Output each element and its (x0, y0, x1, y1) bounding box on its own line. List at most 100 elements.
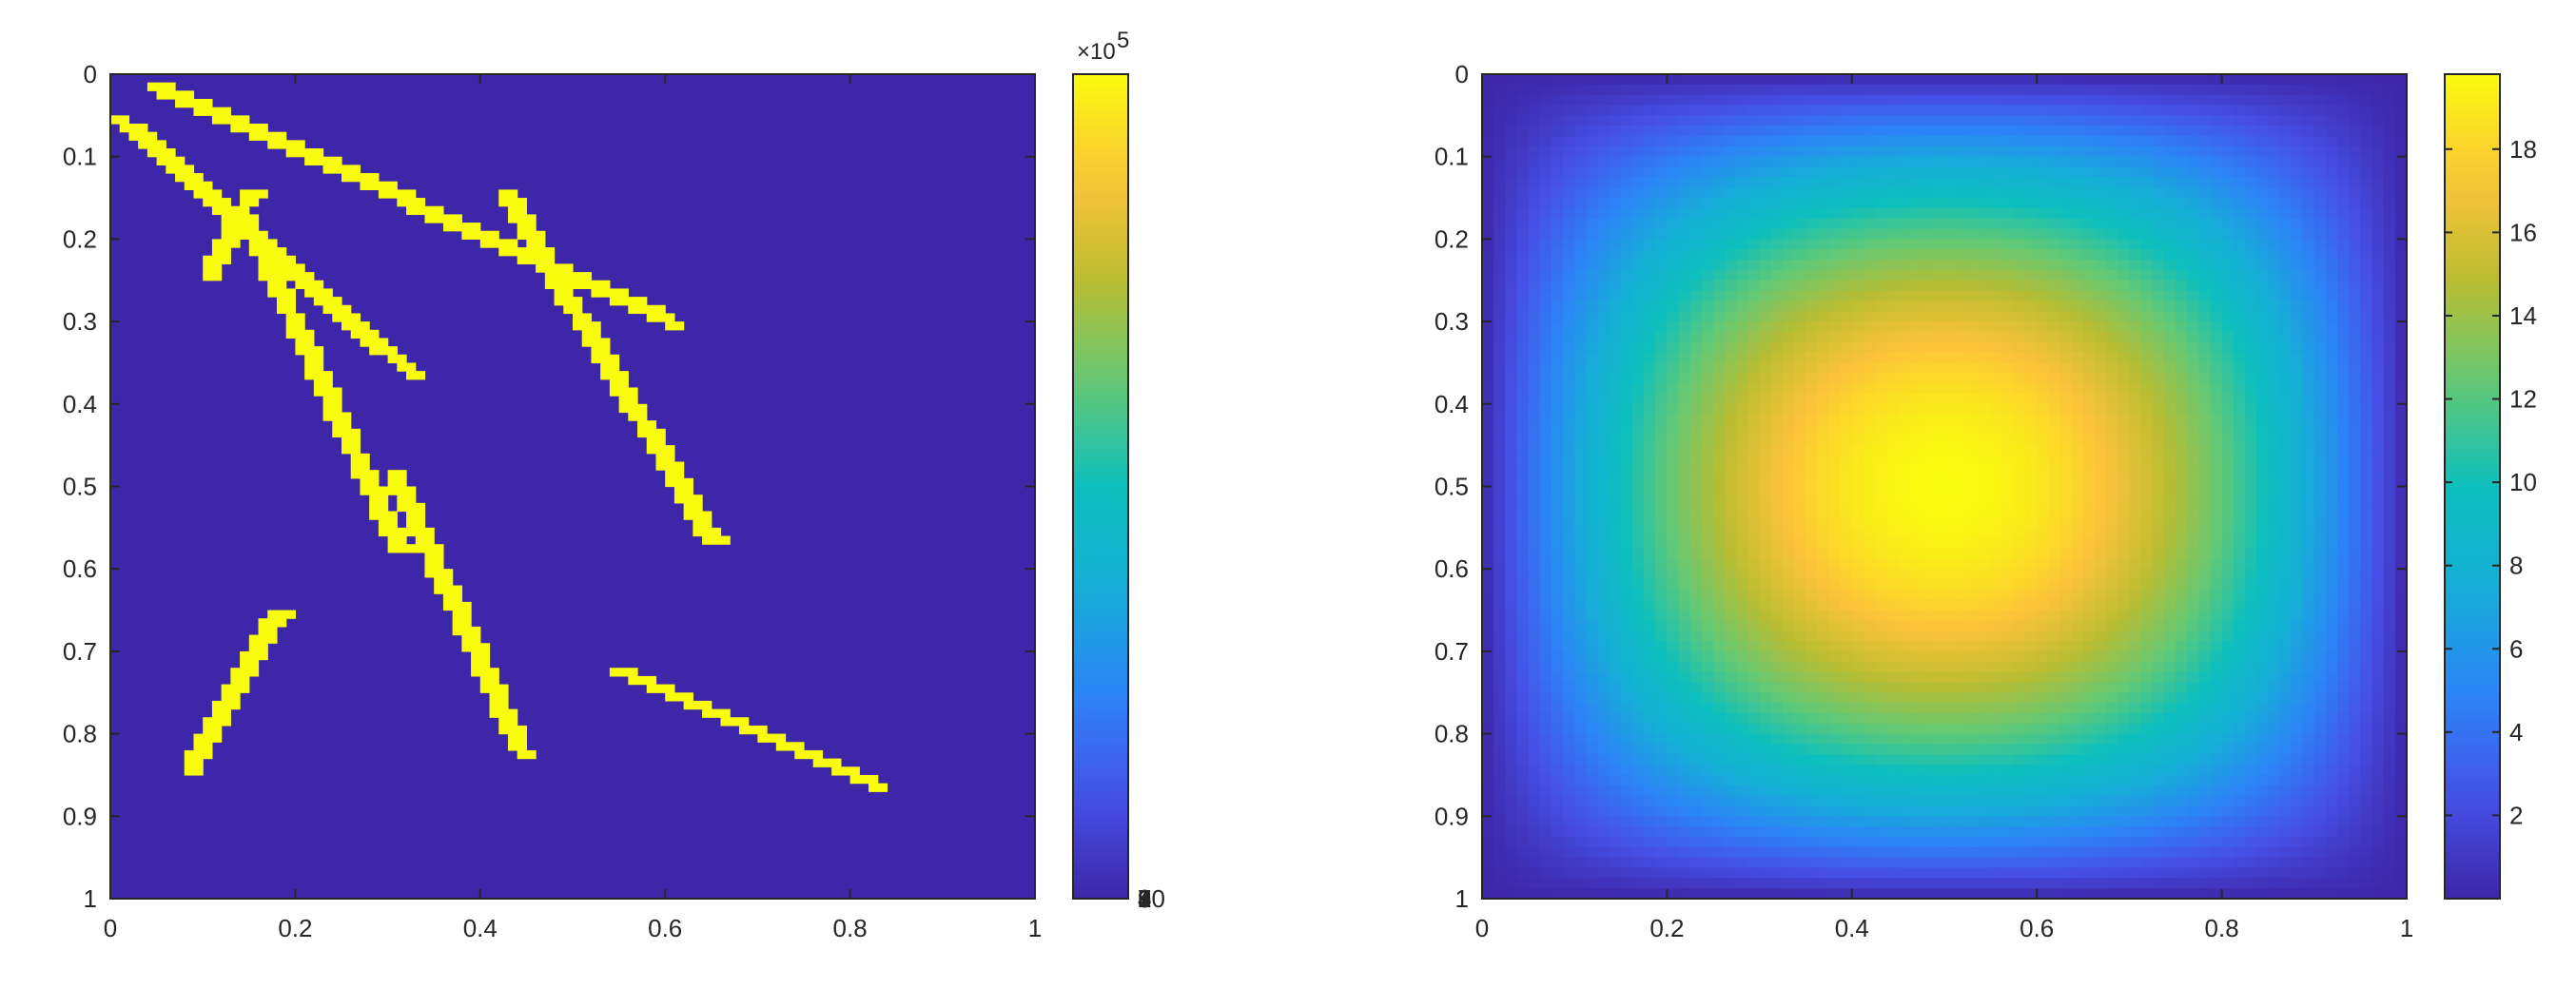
field-cell (1967, 589, 1981, 601)
field-cell (1851, 445, 1864, 456)
field-cell (2082, 166, 2096, 178)
field-cell (1528, 166, 1541, 178)
field-cell (1736, 136, 1749, 147)
field-cell (1921, 383, 1934, 395)
field-cell (1516, 74, 1530, 86)
field-cell (2302, 465, 2315, 477)
field-cell (1620, 352, 1633, 364)
field-cell (1747, 156, 1761, 168)
field-cell (1678, 455, 1691, 467)
field-cell (2279, 579, 2293, 591)
field-cell (1828, 331, 1842, 343)
field-cell (1631, 321, 1645, 333)
field-cell (1528, 187, 1541, 199)
field-cell (2360, 403, 2373, 416)
field-cell (1586, 507, 1599, 518)
field-cell (2268, 445, 2280, 456)
field-cell (1875, 362, 1887, 374)
fracture-cell (517, 198, 527, 207)
field-cell (2048, 486, 2061, 497)
field-cell (2394, 486, 2408, 497)
field-cell (1898, 249, 1911, 261)
fracture-cell (332, 403, 342, 414)
field-cell (2221, 517, 2234, 529)
field-cell (1493, 424, 1506, 436)
field-cell (1713, 424, 1726, 436)
field-cell (1574, 589, 1587, 601)
field-cell (2140, 486, 2154, 497)
fracture-cell (128, 124, 139, 133)
field-cell (2094, 610, 2107, 621)
fracture-cell (350, 329, 361, 339)
field-cell (1990, 558, 2003, 570)
field-cell (1516, 145, 1530, 158)
field-cell (2001, 166, 2015, 178)
fracture-cell (322, 304, 333, 315)
field-cell (1482, 435, 1494, 446)
field-cell (1713, 352, 1726, 364)
field-cell (1747, 424, 1761, 436)
field-cell (1597, 94, 1610, 107)
field-cell (2371, 527, 2385, 539)
field-cell (1909, 218, 1922, 230)
field-cell (1828, 341, 1842, 354)
field-cell (2117, 94, 2130, 107)
field-cell (2337, 373, 2350, 384)
field-cell (2337, 599, 2350, 611)
field-cell (1875, 455, 1887, 467)
field-cell (2094, 249, 2107, 261)
field-cell (1770, 207, 1784, 220)
fracture-cell (184, 766, 195, 776)
field-cell (1574, 115, 1587, 126)
field-cell (1817, 105, 1830, 116)
field-cell (2360, 414, 2373, 426)
fracture-cell (665, 461, 675, 471)
field-cell (2349, 610, 2361, 621)
fracture-cell (378, 338, 389, 347)
field-cell (1967, 136, 1981, 147)
fracture-cell (175, 173, 185, 183)
fracture-cell (360, 173, 370, 183)
fracture-cell (489, 692, 499, 702)
field-cell (2013, 362, 2026, 374)
field-cell (1817, 249, 1830, 261)
field-cell (1609, 249, 1622, 261)
field-cell (2198, 610, 2212, 621)
field-cell (1921, 620, 1934, 631)
field-cell (1875, 435, 1887, 446)
field-cell (1655, 558, 1668, 570)
fracture-cell (424, 205, 435, 215)
field-cell (1840, 486, 1853, 497)
field-cell (2117, 218, 2130, 230)
field-cell (1851, 115, 1864, 126)
field-cell (1736, 403, 1749, 416)
fracture-cell (313, 387, 324, 397)
field-cell (1770, 393, 1784, 405)
field-cell (2337, 414, 2350, 426)
fracture-cell (350, 321, 361, 331)
field-cell (1539, 166, 1552, 178)
field-cell (2383, 558, 2396, 570)
field-cell (2244, 260, 2257, 271)
field-cell (1794, 424, 1806, 436)
field-cell (2383, 218, 2396, 230)
field-cell (1770, 589, 1784, 601)
field-cell (1586, 445, 1599, 456)
field-cell (2094, 599, 2107, 611)
fracture-cell (397, 486, 407, 495)
field-cell (2037, 527, 2049, 539)
field-cell (2163, 414, 2176, 426)
field-cell (1967, 341, 1981, 354)
field-cell (2360, 166, 2373, 178)
field-cell (1875, 383, 1887, 395)
field-cell (2244, 94, 2257, 107)
field-cell (2048, 115, 2061, 126)
field-cell (2001, 74, 2015, 86)
fracture-cell (322, 297, 333, 306)
field-cell (2025, 414, 2038, 426)
field-cell (2071, 486, 2084, 497)
fracture-cell (471, 634, 481, 644)
field-cell (2129, 145, 2142, 158)
field-cell (1898, 166, 1911, 178)
field-cell (1644, 218, 1656, 230)
